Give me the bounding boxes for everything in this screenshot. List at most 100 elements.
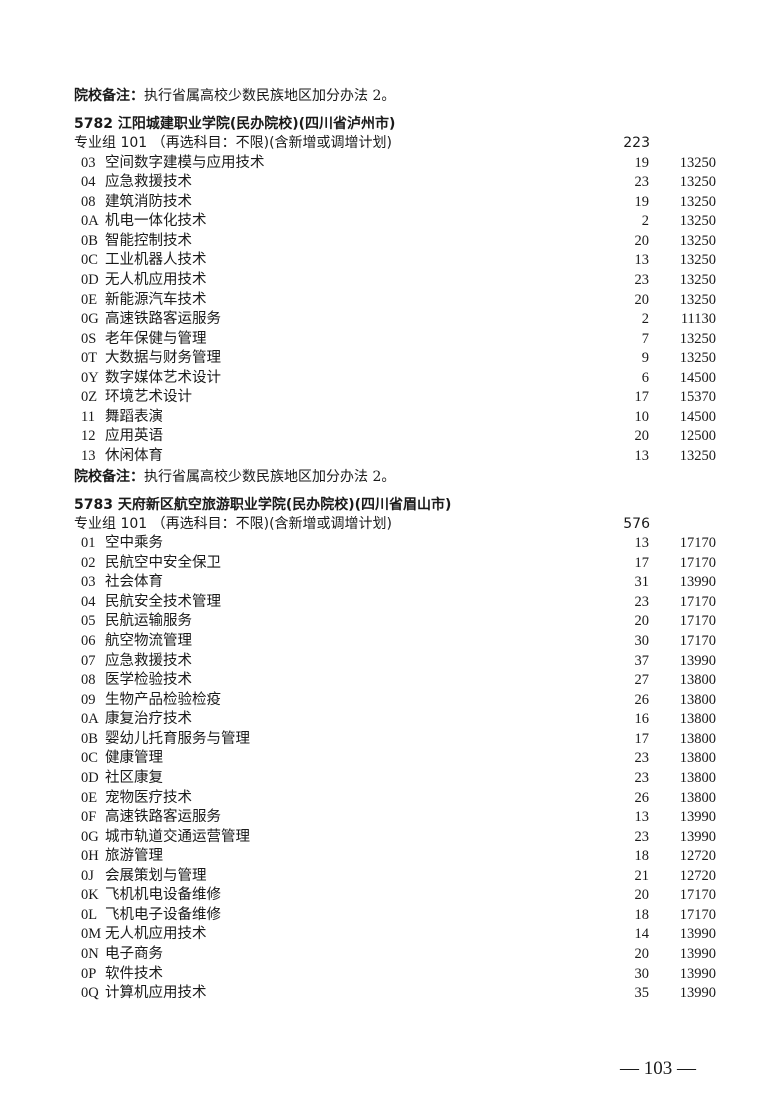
major-fee: 13990 [679,809,716,826]
major-fee: 17170 [679,613,716,630]
major-group: 专业组 101 （再选科目：不限)(含新增或调增计划) 576 [74,515,724,535]
major-name: 社区康复 [105,769,163,786]
major-code: 0S [81,330,97,347]
document-body: 院校备注：执行省属高校少数民族地区加分办法 2。 5782 江阳城建职业学院(民… [74,86,724,1004]
major-fee: 13250 [679,232,716,249]
major-code: 0H [81,848,99,865]
major-count: 2 [641,213,649,230]
major-row: 0H 旅游管理 18 12720 [74,847,724,867]
major-code: 0G [81,828,99,845]
major-fee: 17170 [679,887,716,904]
major-name: 旅游管理 [105,848,163,865]
group-count: 576 [623,515,650,532]
school-title: 5783 天府新区航空旅游职业学院(民办院校)(四川省眉山市) [74,496,452,513]
major-fee: 17170 [679,633,716,649]
major-code: 03 [81,154,96,171]
major-fee: 12500 [679,428,716,445]
major-row: 0D 无人机应用技术 23 13250 [74,271,724,291]
major-code: 06 [81,633,96,649]
major-count: 26 [634,691,650,708]
major-code: 0A [81,711,99,728]
major-fee: 14500 [679,408,716,425]
major-fee: 13250 [679,271,716,288]
major-fee: 15370 [679,389,716,406]
major-count: 16 [634,711,650,728]
major-name: 民航运输服务 [105,613,192,630]
major-row: 08 建筑消防技术 19 13250 [74,193,724,213]
major-name: 软件技术 [105,965,163,982]
major-name: 应用英语 [105,428,163,445]
major-name: 医学检验技术 [105,672,192,689]
major-name: 高速铁路客运服务 [105,311,221,328]
major-name: 计算机应用技术 [105,985,207,1002]
major-count: 20 [634,291,650,308]
major-name: 机电一体化技术 [105,213,207,230]
major-count: 23 [634,271,650,288]
major-name: 智能控制技术 [105,232,192,249]
major-row: 07 应急救援技术 37 13990 [74,652,724,672]
major-group: 专业组 101 （再选科目：不限)(含新增或调增计划) 223 [74,134,724,154]
major-count: 31 [634,574,650,591]
major-fee: 13990 [679,946,716,962]
major-name: 环境艺术设计 [105,389,192,406]
major-fee: 13250 [679,213,716,230]
major-fee: 13800 [679,769,716,786]
major-code: 0M [81,926,102,943]
major-count: 17 [634,554,650,571]
major-fee: 14500 [679,369,716,386]
major-row: 0N 电子商务 20 13990 [74,945,724,965]
group-label: 专业组 101 （再选科目：不限)(含新增或调增计划) [74,135,393,151]
major-row: 03 社会体育 31 13990 [74,573,724,593]
major-code: 0C [81,750,98,767]
major-fee: 13250 [679,291,716,308]
major-name: 生物产品检验检疫 [105,691,221,708]
major-code: 0D [81,769,99,786]
major-fee: 13800 [679,691,716,708]
major-name: 民航空中安全保卫 [105,554,221,571]
major-fee: 13800 [679,672,716,689]
major-code: 04 [81,174,96,191]
major-count: 18 [634,848,650,865]
major-name: 民航安全技术管理 [105,593,221,610]
major-count: 35 [634,985,650,1002]
major-row: 0C 工业机器人技术 13 13250 [74,251,724,271]
major-code: 08 [81,672,96,689]
major-name: 健康管理 [105,750,163,767]
major-name: 建筑消防技术 [105,193,192,210]
major-fee: 17170 [679,535,716,552]
major-fee: 13250 [679,174,716,191]
major-count: 19 [634,154,650,171]
major-row: 0S 老年保健与管理 7 13250 [74,330,724,350]
major-fee: 13990 [679,652,716,669]
major-row: 03 空间数字建模与应用技术 19 13250 [74,154,724,174]
major-count: 23 [634,174,650,191]
school-list: 5782 江阳城建职业学院(民办院校)(四川省泸州市) 专业组 101 （再选科目… [74,114,724,1004]
note-label: 院校备注： [74,468,144,485]
major-code: 13 [81,448,96,465]
major-row: 04 应急救援技术 23 13250 [74,173,724,193]
major-row: 01 空中乘务 13 17170 [74,534,724,554]
major-row: 09 生物产品检验检疫 26 13800 [74,691,724,711]
major-name: 应急救援技术 [105,174,192,191]
major-row: 0Y 数字媒体艺术设计 6 14500 [74,369,724,389]
major-count: 30 [634,633,650,649]
note-text: 执行省属高校少数民族地区加分办法 2。 [144,468,396,485]
school-note: 院校备注：执行省属高校少数民族地区加分办法 2。 [74,88,396,104]
major-name: 高速铁路客运服务 [105,809,221,826]
major-code: 0E [81,291,98,308]
major-fee: 13250 [679,448,716,465]
major-row: 0E 新能源汽车技术 20 13250 [74,291,724,311]
major-row: 06 航空物流管理 30 17170 [74,632,724,652]
major-row: 0Q 计算机应用技术 35 13990 [74,984,724,1004]
major-code: 12 [81,428,96,445]
major-code: 0A [81,213,99,230]
major-count: 20 [634,232,650,249]
major-fee: 13800 [679,711,716,728]
major-count: 37 [634,652,650,669]
major-code: 0K [81,887,99,904]
major-row: 0G 城市轨道交通运营管理 23 13990 [74,828,724,848]
major-fee: 13990 [679,985,716,1002]
major-row: 0G 高速铁路客运服务 2 11130 [74,310,724,330]
major-fee: 13990 [679,965,716,982]
major-row: 11 舞蹈表演 10 14500 [74,408,724,428]
